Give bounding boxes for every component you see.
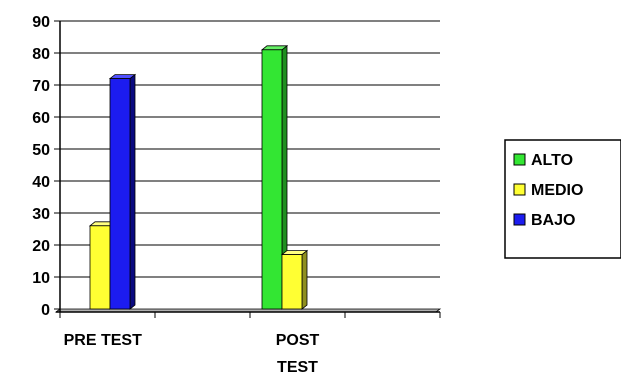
legend-label-alto: ALTO: [531, 152, 573, 169]
bar-front: [89, 225, 111, 310]
y-tick-label: 70: [32, 78, 50, 95]
bar-side: [301, 249, 308, 310]
bar-top: [108, 74, 137, 79]
legend-swatch-medio: [513, 183, 526, 196]
x-axis-category-labels: PRE TEST POST TEST: [64, 332, 320, 376]
legend-label-medio: MEDIO: [531, 182, 583, 199]
bar-top: [260, 45, 289, 51]
y-tick-label: 80: [32, 46, 50, 63]
y-tick-label: 60: [32, 110, 50, 127]
y-tick-label: 20: [32, 238, 50, 255]
bar-front: [281, 254, 303, 310]
axes: [54, 20, 442, 318]
y-axis-tick-labels: 0 10 20 30 40 50 60 70 80 90: [32, 14, 50, 319]
y-tick-label: 0: [41, 302, 50, 319]
bars: [88, 44, 309, 310]
bar-bajo-0: [108, 73, 137, 310]
bar-top: [280, 250, 309, 256]
legend-swatch-alto: [513, 153, 526, 166]
bar-front: [109, 78, 131, 310]
x-category-label: PRE TEST: [64, 332, 142, 349]
bar-medio-1: [280, 249, 309, 310]
y-tick-label: 10: [32, 270, 50, 287]
y-tick-label: 50: [32, 142, 50, 159]
legend-swatch-bajo: [513, 213, 526, 226]
bar-side: [129, 73, 136, 310]
legend-label-bajo: BAJO: [531, 212, 575, 229]
x-category-label: TEST: [277, 359, 318, 376]
bar-front: [261, 49, 283, 310]
y-tick-label: 90: [32, 14, 50, 31]
y-tick-label: 40: [32, 174, 50, 191]
legend: ALTO MEDIO BAJO: [504, 139, 621, 259]
x-category-label: POST: [276, 332, 320, 349]
y-tick-label: 30: [32, 206, 50, 223]
